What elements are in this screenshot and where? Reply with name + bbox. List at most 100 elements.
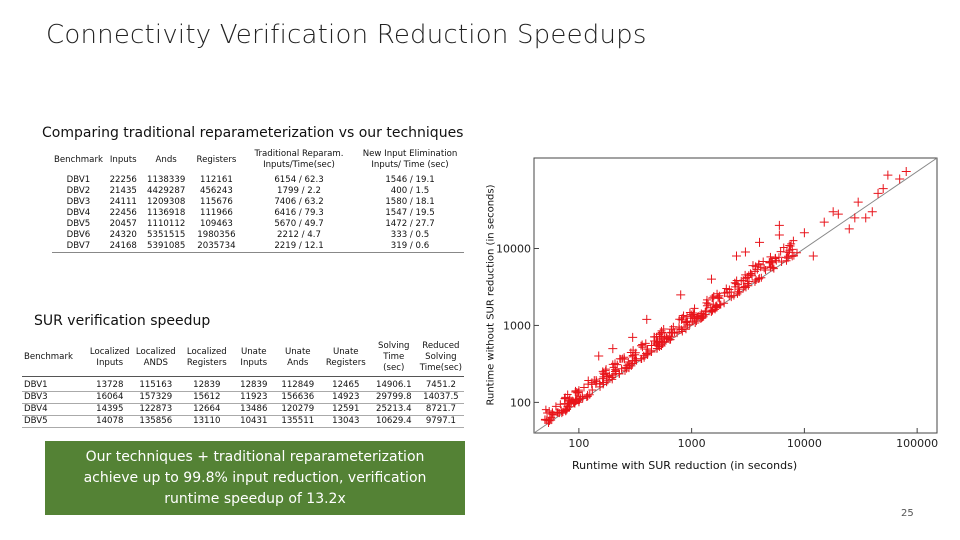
data-point [696,314,705,323]
t1-cell: 400 / 1.5 [390,186,430,196]
t2-header-reduced-solving: Reduced Solving Time(sec) [417,341,464,377]
t1-cell: 1472 / 27.7 [385,219,435,229]
data-point [744,281,753,290]
x-tick-label: 100 [568,437,589,450]
data-point [602,378,611,387]
data-point [548,408,557,417]
data-point [701,310,710,319]
data-point [653,344,662,353]
t2-body: DBV1 13728 115163 12839 12839 112849 12465 1490… [22,376,464,428]
data-point [777,257,786,266]
data-point [708,294,717,303]
t1-cell: 2219 / 12.1 [242,241,356,253]
t2-cell: 15612 [179,391,234,404]
t1-header-ands: Ands [155,154,177,165]
callout-text: Our techniques + traditional reparameter… [83,448,427,507]
data-point [789,251,798,260]
t1-cell: 109463 [200,219,233,229]
data-point [833,209,843,219]
x-axis-label: Runtime with SUR reduction (in seconds) [572,459,798,472]
data-point [740,282,749,291]
data-point [670,328,679,337]
data-point [883,170,893,180]
data-point [596,382,605,391]
t2-cell: 156636 [273,391,322,404]
t1-cell: 1547 / 19.5 [385,208,435,218]
data-point [743,273,752,282]
data-point [551,402,560,411]
t2-cell: DBV1 [22,376,88,392]
t2-header-unate-ands: Unate Ands [273,341,322,377]
data-point [547,413,556,422]
data-point [697,309,706,318]
data-point [755,237,765,247]
t2-row: DBV4 14395 122873 12664 13486 120279 12591 2521… [22,403,464,416]
data-point [576,394,585,403]
t1-row: DBV6 24320 5351515 1980356 2212 / 4.7 333 / 0… [52,230,464,241]
t2-cell: 12465 [321,376,370,392]
t1-cell: 5391085 [141,241,191,253]
t1-cell: 21435 [109,186,137,196]
data-point [706,274,716,284]
sur-title: SUR verification speedup [34,313,211,329]
t1-cell: 112161 [200,175,233,185]
slide-title: Connectivity Verification Reduction Spee… [46,20,647,50]
t2-header-benchmark: Benchmark [22,341,88,377]
data-point [732,251,741,261]
data-point [558,408,567,417]
data-point [704,299,713,308]
data-point [861,213,871,223]
data-point [760,264,769,273]
data-point [631,354,640,363]
data-point [720,299,729,308]
data-point [583,390,592,399]
t1-cell: DBV1 [66,175,91,185]
data-point [730,278,739,287]
sur-table: Benchmark Localized Inputs Localized AND… [22,341,464,428]
data-point [785,241,794,250]
data-point [675,315,684,324]
data-point [712,301,721,310]
data-point [642,314,652,324]
t1-cell: 24168 [104,241,142,253]
t1-cell: 115676 [200,197,233,207]
data-point [565,396,574,405]
data-point [766,252,775,261]
data-point [799,228,809,238]
data-point [788,252,797,261]
t1-cell: 20457 [109,219,137,229]
data-point [748,261,758,271]
t1-cell: 24111 [109,197,137,207]
data-point [740,247,750,257]
data-point [754,260,763,269]
t2-header-loc-ands: Localized ANDS [131,341,180,377]
data-point [620,353,629,362]
t2-header-solving: Solving Time (sec) [369,341,418,377]
t1-cell: 333 / 0.5 [390,230,430,240]
t2-cell: 14395 [87,403,132,416]
data-point [739,283,748,292]
data-point [765,258,774,267]
t1-row: DBV1 22256 1138339 112161 6154 / 62.3 1546 / … [52,171,464,186]
data-point [766,263,775,272]
t1-header-benchmark: Benchmark [54,154,103,165]
data-point [727,293,736,302]
t1-cell: 2212 / 4.7 [277,230,321,240]
data-point [774,230,784,240]
t2-header-unate-inputs: Unate Inputs [233,341,274,377]
t1-cell: 111966 [200,208,233,218]
data-point [850,213,860,223]
t2-cell: 112849 [273,376,322,392]
callout-box: Our techniques + traditional reparameter… [45,441,465,515]
data-point [592,377,601,386]
data-point [711,305,720,314]
data-point [544,419,553,428]
data-point [828,207,838,217]
data-point [541,405,550,414]
data-point [560,399,569,408]
t1-cell: 6154 / 62.3 [274,175,324,185]
data-point [608,375,617,384]
t1-cell: 5670 / 49.7 [274,219,324,229]
data-point [579,383,588,392]
data-point [587,378,596,387]
